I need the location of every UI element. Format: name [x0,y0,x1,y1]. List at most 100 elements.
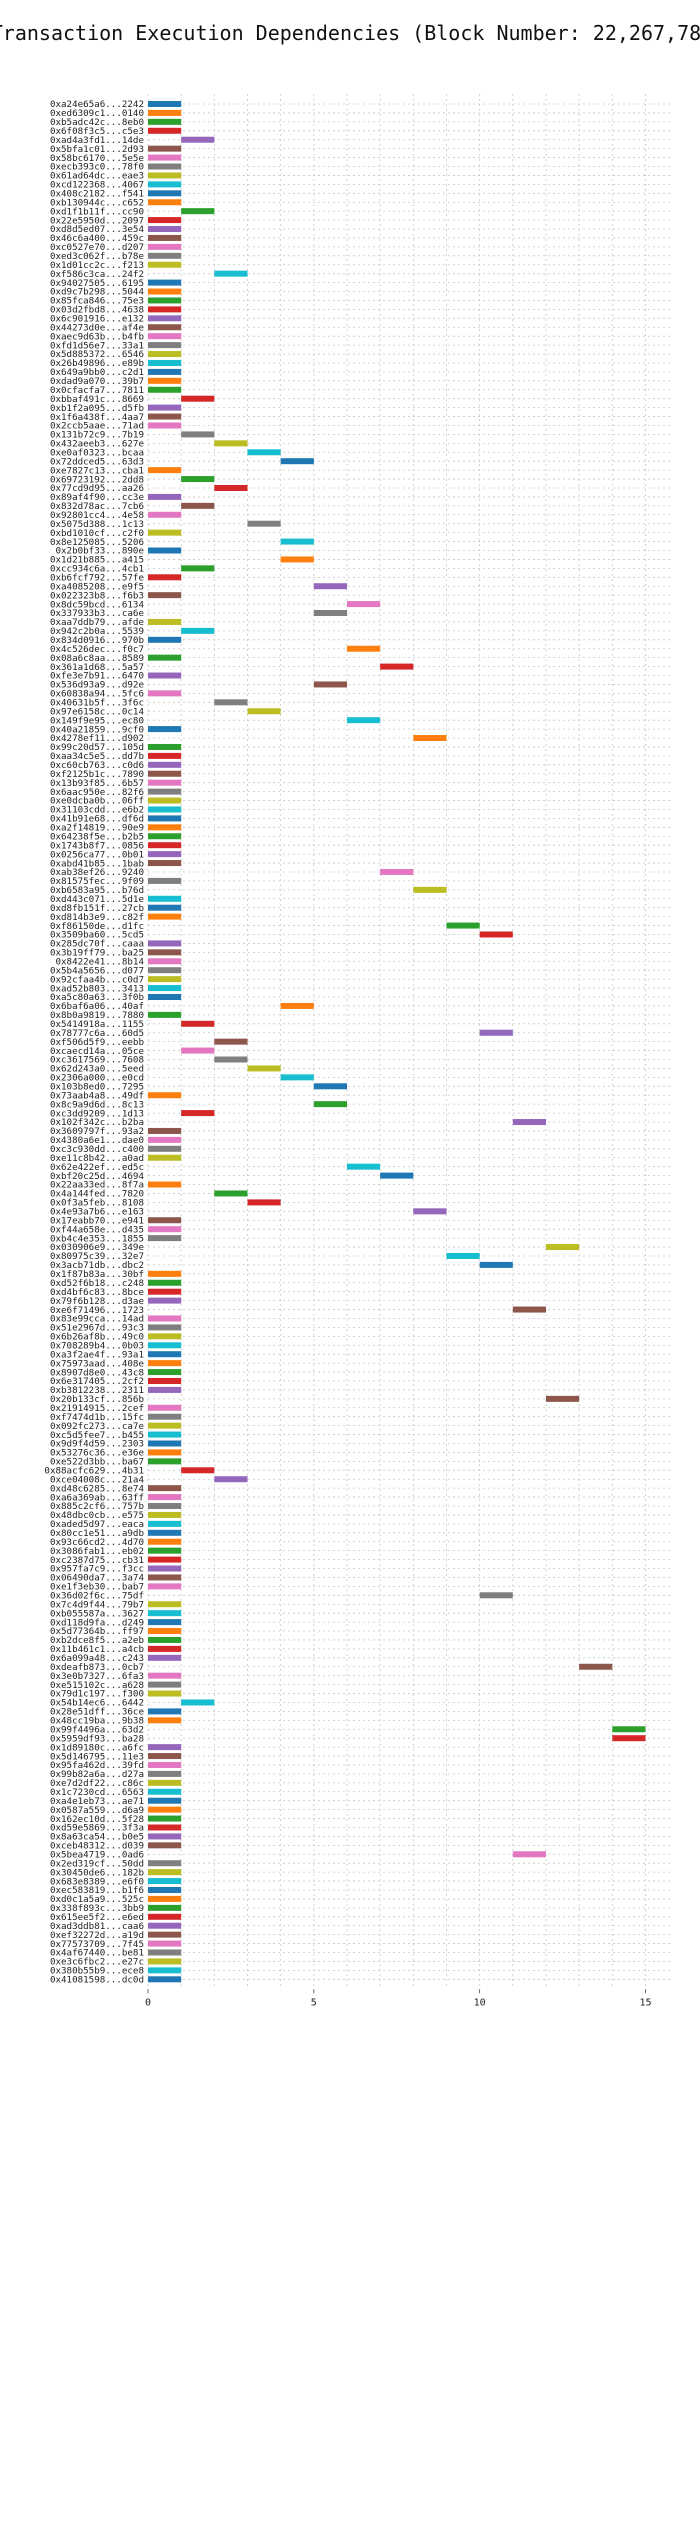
dependency-bar [148,1583,182,1590]
y-tick-label: 0xecb393c0...78f0 [50,162,144,173]
dependency-bar [148,359,182,366]
y-tick-label: 0x97e6158c...0c14 [50,706,145,717]
y-tick-label: 0x337933b3...ca6e [50,608,144,619]
dependency-bar [148,1529,182,1536]
y-tick-label: 0x69723192...2dd8 [50,474,144,485]
dependency-bar [148,1324,182,1331]
y-tick-label: 0xb6583a95...b76d [50,885,144,896]
y-tick-label: 0x9d9f4d59...2303 [50,1439,144,1450]
x-tick-label: 0 [145,1997,151,2008]
y-tick-label: 0xa3f2ae4f...93a1 [50,1349,144,1360]
dependency-bar [148,1315,182,1322]
dependency-bar [148,172,182,179]
dependency-bar [280,1002,314,1009]
y-tick-label: 0xe0af0323...bcaa [50,447,144,458]
y-tick-label: 0x26b49896...e89b [50,358,144,369]
dependency-bar [148,1806,182,1813]
dependency-bar [479,1029,513,1036]
dependency-bar [148,1369,182,1376]
y-tick-label: 0xb055587a...3627 [50,1608,144,1619]
dependency-bar [148,1333,182,1340]
dependency-bar [148,860,182,867]
dependency-bar [148,163,182,170]
y-tick-label: 0xd52f6b18...c248 [50,1278,144,1289]
dependency-bar [148,368,182,375]
dependency-bar [148,1619,182,1626]
y-tick-label: 0xbd1010cf...c2f0 [50,528,144,539]
y-tick-label: 0x7c4d9f44...79b7 [50,1599,144,1610]
y-tick-label: 0xb130944c...c652 [50,197,144,208]
dependency-bar [413,1208,447,1215]
y-tick-label: 0x40631b5f...3f6c [50,698,144,709]
dependency-bar [148,1422,182,1429]
y-tick-label: 0x62e422ef...ed5c [50,1162,144,1173]
y-tick-label: 0xf586c3ca...24f2 [50,269,144,280]
dependency-bar [148,877,182,884]
y-tick-label: 0xabd41b85...1bab [50,858,144,869]
dependency-bar [148,145,182,152]
y-tick-label: 0x62d243a0...5eed [50,1064,144,1075]
dependency-bar [148,1217,182,1224]
dependency-bar [181,1047,215,1054]
dependency-bar [148,386,182,393]
dependency-bar [346,645,381,652]
y-tick-label: 0x2ccb5aae...71ad [50,421,144,432]
y-tick-label: 0x79d1c197...f300 [50,1689,144,1700]
y-tick-label: 0xb1f2a095...d5fb [50,403,144,414]
dependency-bar [148,913,182,920]
y-tick-label: 0xfd1d56e7...33a1 [50,340,144,351]
dependency-bar [148,1761,182,1768]
y-tick-label: 0xcc934c6a...4cb1 [50,564,144,575]
y-tick-label: 0x80975c39...32e7 [50,1251,144,1262]
dependency-bar [148,1377,182,1384]
y-tick-label: 0xec583819...b1f6 [50,1885,144,1896]
dependency-bar [148,1351,182,1358]
dependency-bar [214,270,248,277]
y-tick-label: 0xed6309c1...0140 [50,108,144,119]
y-tick-label: 0xaa7ddb79...afde [50,617,144,628]
dependency-bar [148,101,182,107]
dependency-bar [148,1895,182,1902]
dependency-bar [148,1779,182,1786]
dependency-bar [148,895,182,902]
dependency-bar [148,1681,182,1688]
dependency-bar [148,199,182,206]
dependency-bar [413,735,447,742]
y-tick-label: 0x89af4f90...cc3e [50,492,144,503]
dependency-bar [380,663,414,670]
y-tick-label: 0x957fa7c9...f3cc [50,1564,144,1575]
y-tick-label: 0xad3ddb81...caa6 [50,1921,144,1932]
dependency-bar [214,1056,248,1063]
dependency-bar [446,1252,480,1259]
y-tick-label: 0xc5d5fee7...b455 [50,1430,144,1441]
y-tick-label: 0x4e93a7b6...e163 [50,1207,144,1218]
y-tick-label: 0xdeafb873...0cb7 [50,1662,144,1673]
y-tick-label: 0x8422e41...8b14 [55,956,144,967]
y-tick-label: 0x149f9e95...ec80 [50,715,144,726]
dependency-bar [148,413,182,420]
y-tick-label: 0x615ee5f2...e6ed [50,1912,144,1923]
dependency-bar [148,297,182,304]
y-tick-label: 0x832d78ac...7cb6 [50,501,144,512]
dependency-bar [148,306,182,313]
y-tick-label: 0xd48c6285...8e74 [50,1483,145,1494]
y-tick-label: 0x61ad64dc...eae3 [50,171,144,182]
y-tick-label: 0xe11c8b42...a0ad [50,1153,144,1164]
dependency-bar [148,493,182,500]
dependency-bar [148,806,182,813]
x-tick-label: 10 [474,1997,486,2008]
dependency-bar [148,851,182,858]
y-tick-label: 0x432aeeb3...627e [50,439,144,450]
dependency-bar [413,886,447,893]
y-tick-label: 0x85fca846...75e3 [50,296,144,307]
y-tick-label: 0xbbaf491c...8669 [50,394,144,405]
y-tick-label: 0xf506d5f9...eebb [50,1037,144,1048]
y-tick-label: 0xd1f1b11f...cc90 [50,206,144,217]
dependency-bar [148,1458,182,1465]
dependency-bar [181,136,215,143]
y-tick-label: 0x60838a94...5fc6 [50,689,144,700]
y-tick-label: 0x5075d388...1c13 [50,519,144,530]
dependency-bar [148,1753,182,1760]
y-tick-label: 0xe6f71496...1723 [50,1305,144,1316]
y-tick-label: 0x6baf6a06...40af [50,1001,144,1012]
